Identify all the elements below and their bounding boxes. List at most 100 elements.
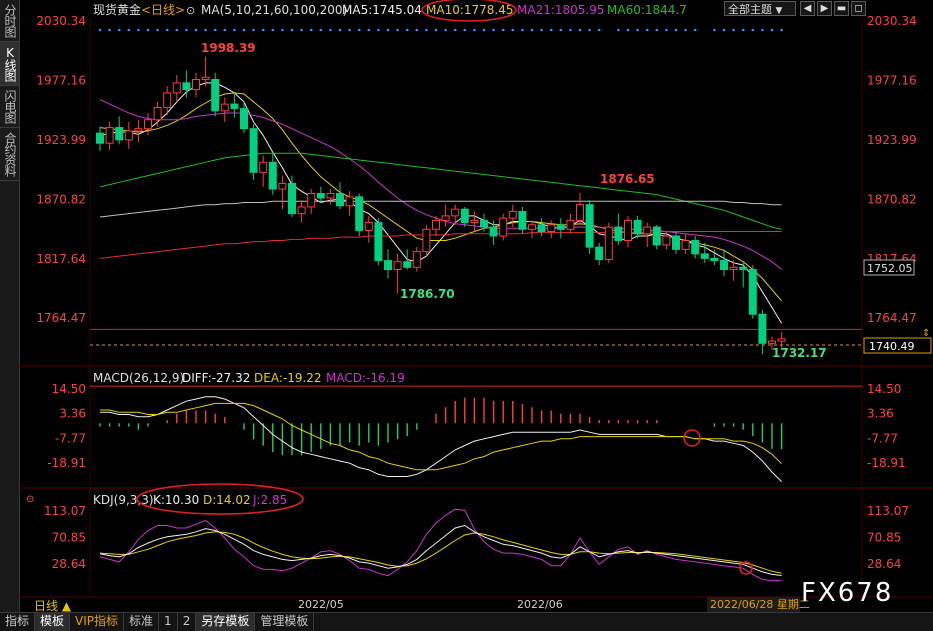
macd-tick-left: 14.50 [52, 382, 86, 396]
bottom-toolbar: 指标 模板 VIP指标 标准 1 2 另存模板 管理模板 [0, 612, 933, 631]
event-dot [165, 28, 169, 32]
candle-body [307, 193, 316, 208]
candle [134, 119, 143, 143]
candle-body [614, 226, 623, 241]
candle-body [748, 269, 757, 315]
candle [451, 204, 460, 225]
tab-vip-indicators[interactable]: VIP指标 [70, 613, 125, 631]
candle-body [556, 224, 565, 230]
event-dot [492, 28, 495, 32]
tab-manage-templates[interactable]: 管理模板 [255, 613, 315, 631]
event-dot [549, 28, 553, 32]
event-dot [146, 28, 150, 32]
candle-body [163, 92, 172, 108]
chart-canvas[interactable]: 现货黄金 <日线> ⊙ MA(5,10,21,60,100,200) MA5:1… [0, 0, 933, 612]
event-dot [684, 28, 687, 32]
candle [441, 204, 450, 228]
event-dots-row [98, 28, 783, 32]
macd-axis-left: 14.50 3.36 -7.77 -18.91 [47, 382, 86, 470]
candle-body [249, 128, 258, 173]
event-dot [338, 28, 342, 32]
tab-standard[interactable]: 标准 [124, 613, 160, 631]
kdj-tick-left: 70.85 [52, 531, 86, 545]
macd-tick-left: 3.36 [59, 407, 86, 421]
event-dot [569, 28, 572, 32]
candle-body [710, 257, 719, 262]
candle-body [115, 127, 124, 141]
candle-body [393, 261, 402, 271]
event-dot [348, 28, 351, 32]
candle [144, 113, 152, 136]
prev-button[interactable]: ◀ [800, 1, 815, 16]
candle [710, 249, 719, 266]
candle-body [201, 76, 210, 81]
candle [307, 189, 316, 214]
candle [182, 70, 191, 98]
candle-body [768, 340, 776, 344]
candle-body [566, 219, 575, 230]
expand-button[interactable]: ◻ [851, 1, 866, 16]
tab-flash-chart[interactable]: 闪电图 [0, 86, 19, 128]
kdj-tick-left: 28.64 [52, 557, 86, 571]
candle-body [652, 226, 661, 246]
event-dot [521, 28, 524, 32]
macd-lines [100, 396, 782, 482]
left-view-tabs: 分时图 K线图 闪电图 合约资料 [0, 0, 20, 612]
kdj-settings-icon[interactable]: ⊙ [26, 494, 34, 505]
candle [230, 92, 239, 118]
tab-indicators[interactable]: 指标 [0, 613, 36, 631]
candle-body [633, 219, 642, 235]
period-selector[interactable]: 日线 ▲ [34, 599, 72, 613]
price-box-1752 [863, 259, 915, 276]
kdj-axis-left: 113.07 70.85 28.64 [44, 504, 86, 571]
expand-icon: ◻ [854, 3, 863, 14]
collapse-button[interactable]: ▬ [834, 1, 849, 16]
event-dot [309, 28, 313, 32]
event-dot [223, 28, 227, 32]
event-dot [636, 28, 639, 32]
tab-kline-chart[interactable]: K线图 [0, 42, 19, 86]
next-button[interactable]: ▶ [817, 1, 832, 16]
tab-contract-info[interactable]: 合约资料 [0, 128, 19, 181]
tab-templates[interactable]: 模板 [35, 613, 71, 631]
theme-select[interactable]: 全部主题 ▼ [724, 1, 796, 16]
candle [739, 262, 748, 288]
price-tick-left: 1923.99 [36, 133, 86, 147]
candle [643, 222, 652, 248]
tab-layout-1[interactable]: 1 [159, 613, 178, 631]
tab-layout-2[interactable]: 2 [178, 613, 197, 631]
candles [96, 56, 786, 355]
ma-line-ma10 [99, 92, 782, 302]
candle [662, 231, 671, 250]
candle-body [595, 246, 604, 260]
kdj-cross-circle [739, 561, 753, 575]
price-tick-right: 2030.34 [867, 14, 917, 28]
candle-body [480, 219, 488, 228]
macd-label: MACD(26,12,9) [93, 371, 184, 385]
candle-body [355, 196, 364, 231]
candle-body [422, 228, 431, 253]
candle [528, 220, 536, 239]
cursor-date-box [707, 597, 800, 612]
macd-diff-value: DIFF:-27.32 [182, 371, 250, 385]
macd-dea-line [100, 402, 782, 471]
event-dot [540, 28, 543, 32]
event-dot [261, 28, 265, 32]
candle-body [220, 103, 229, 112]
candle-body [364, 222, 373, 231]
tab-time-chart[interactable]: 分时图 [0, 0, 19, 42]
watermark-logo: FX678 [801, 578, 894, 608]
price-tick-right: 1923.99 [867, 133, 917, 147]
event-dot [242, 28, 246, 32]
candle [480, 213, 488, 232]
kdj-tick-left: 113.07 [44, 504, 86, 518]
candle [192, 72, 200, 98]
event-dot [213, 28, 217, 32]
tab-save-template[interactable]: 另存模板 [196, 613, 256, 631]
cursor-date-label: 2022/06/28 星期二 [710, 598, 810, 611]
candle-body [288, 182, 296, 215]
candle [153, 101, 162, 127]
kdj-lines [99, 508, 782, 582]
candle-body [345, 196, 354, 207]
candle-body [134, 128, 143, 132]
